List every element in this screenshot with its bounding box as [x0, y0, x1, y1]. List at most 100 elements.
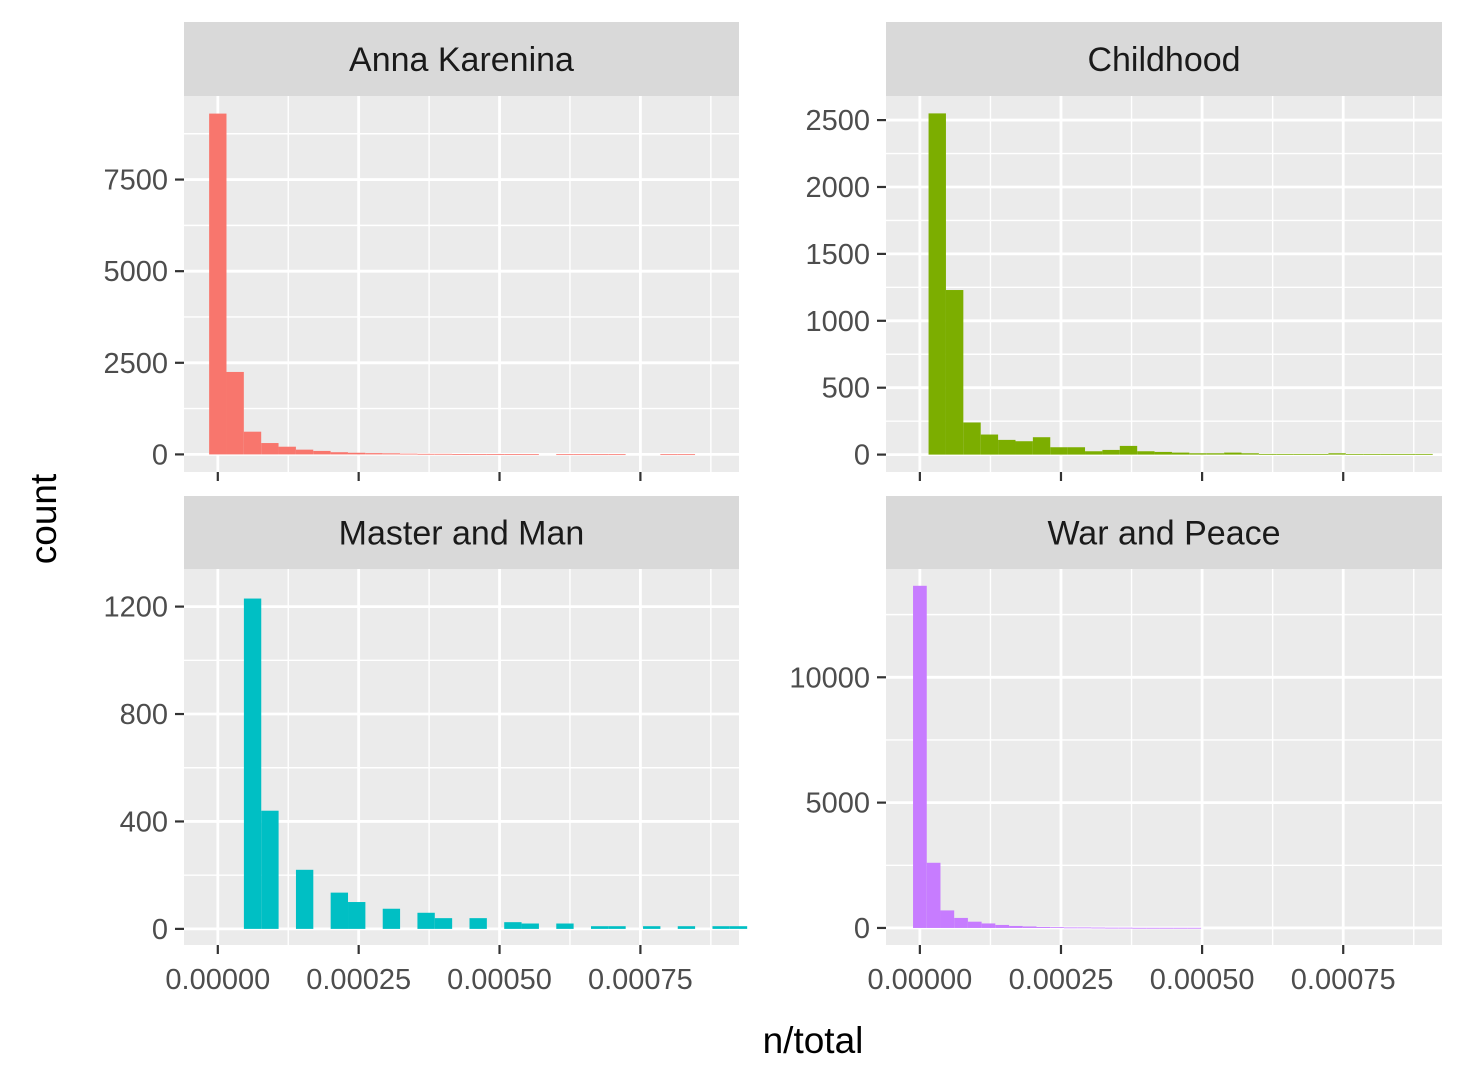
y-tick-label: 0 — [152, 914, 168, 946]
y-tick-label: 0 — [152, 439, 168, 471]
histogram-bar — [1345, 453, 1364, 455]
panel-background-childhood — [886, 96, 1442, 472]
histogram-bar — [1009, 925, 1023, 928]
bars-war-and-peace — [913, 585, 1202, 929]
histogram-bar — [590, 454, 609, 456]
histogram-bar — [590, 926, 609, 929]
histogram-bar — [643, 926, 661, 929]
histogram-bar — [1105, 927, 1119, 929]
panel-war-and-peace: War and Peace 0 5000 10000 0.00000 0.00025 0.0… — [789, 496, 1442, 996]
histogram-bar — [981, 923, 996, 928]
histogram-bar — [486, 454, 505, 455]
histogram-bar — [1067, 447, 1086, 455]
facet-strip-anna-karenina — [184, 22, 739, 96]
histogram-bar — [608, 926, 626, 929]
facet-label-master-and-man: Master and Man — [339, 515, 585, 553]
y-tick-label: 800 — [120, 699, 168, 731]
panel-background-anna-karenina — [184, 96, 739, 472]
histogram-bar — [417, 453, 435, 455]
histogram-bar — [1189, 453, 1207, 455]
histogram-bar — [1173, 927, 1188, 929]
histogram-bar — [1146, 927, 1160, 929]
histogram-bar — [469, 918, 487, 929]
histogram-bar — [1032, 437, 1051, 455]
histogram-bar — [1258, 453, 1277, 455]
histogram-bar — [330, 452, 348, 455]
facet-label-war-and-peace: War and Peace — [1047, 515, 1280, 553]
histogram-bar — [1050, 927, 1064, 929]
histogram-bar — [677, 454, 696, 456]
bars-childhood — [928, 113, 1433, 455]
y-tick-label: 0 — [854, 913, 870, 945]
y-tick-label: 2500 — [103, 348, 168, 380]
histogram-bar — [677, 926, 696, 929]
histogram-bar — [243, 431, 262, 455]
bars-master-and-man — [243, 598, 748, 929]
histogram-bar — [504, 922, 522, 929]
facet-label-anna-karenina: Anna Karenina — [349, 41, 574, 79]
histogram-bar — [1171, 452, 1190, 455]
histogram-bar — [434, 453, 453, 455]
histogram-bar — [521, 454, 539, 456]
histogram-bar — [573, 454, 591, 456]
histogram-bar — [556, 923, 574, 929]
histogram-bar — [967, 921, 982, 928]
y-tick-label: 500 — [822, 373, 870, 405]
histogram-bar — [365, 453, 383, 455]
facet-strip-master-and-man — [184, 496, 739, 569]
facet-panels: Anna Karenina 0 2500 5000 7500 Childhood 0 500 1… — [103, 22, 1442, 996]
x-tick-label: 0.00025 — [306, 964, 411, 996]
histogram-bar — [521, 923, 539, 929]
y-tick-label: 10000 — [789, 662, 870, 694]
y-tick-label: 5000 — [805, 788, 870, 820]
y-tick-label: 1000 — [805, 306, 870, 338]
x-tick-label: 0.00000 — [867, 964, 972, 996]
histogram-bar — [729, 926, 748, 929]
histogram-bar — [295, 449, 314, 455]
histogram-bar — [1241, 453, 1259, 455]
histogram-bar — [608, 454, 626, 456]
histogram-bar — [940, 910, 955, 928]
histogram-bar — [1132, 927, 1147, 929]
x-tick-label: 0.00000 — [165, 964, 270, 996]
histogram-bar — [1022, 926, 1037, 928]
histogram-bar — [261, 810, 279, 929]
histogram-bar — [980, 434, 999, 455]
histogram-bar — [348, 902, 366, 929]
histogram-bar — [1363, 453, 1381, 455]
y-tick-label: 2000 — [805, 172, 870, 204]
histogram-bar — [1206, 453, 1225, 455]
panel-master-and-man: Master and Man 0 400 800 1200 0.00000 0.00025 0… — [103, 496, 748, 996]
histogram-bar — [1311, 453, 1329, 455]
histogram-bar — [209, 113, 227, 455]
histogram-bar — [954, 917, 968, 928]
histogram-bar — [995, 924, 1010, 928]
histogram-bar — [1015, 441, 1033, 455]
facet-strip-childhood — [886, 22, 1442, 96]
histogram-bar — [295, 869, 314, 929]
histogram-bar — [1050, 447, 1068, 455]
panel-childhood: Childhood 0 500 1000 1500 2000 2500 — [805, 22, 1442, 481]
histogram-bar — [261, 443, 279, 455]
y-tick-label: 0 — [854, 440, 870, 472]
histogram-bar — [1328, 453, 1346, 455]
histogram-bar — [1085, 451, 1103, 455]
histogram-bar — [226, 371, 244, 455]
histogram-bar — [1415, 453, 1433, 455]
histogram-bar — [452, 454, 470, 455]
histogram-bar — [504, 454, 522, 455]
histogram-bar — [400, 453, 418, 455]
histogram-bar — [660, 454, 678, 456]
histogram-bar — [926, 862, 941, 928]
x-tick-label: 0.00075 — [588, 964, 693, 996]
histogram-bar — [945, 290, 964, 455]
panel-background-war-and-peace — [886, 569, 1442, 945]
histogram-bar — [1118, 927, 1133, 929]
histogram-bar — [347, 452, 366, 455]
histogram-bar — [1224, 452, 1242, 455]
histogram-bar — [1102, 449, 1120, 455]
x-tick-label: 0.00050 — [447, 964, 552, 996]
histogram-bar — [913, 585, 927, 928]
y-axis-title: count — [23, 473, 64, 564]
